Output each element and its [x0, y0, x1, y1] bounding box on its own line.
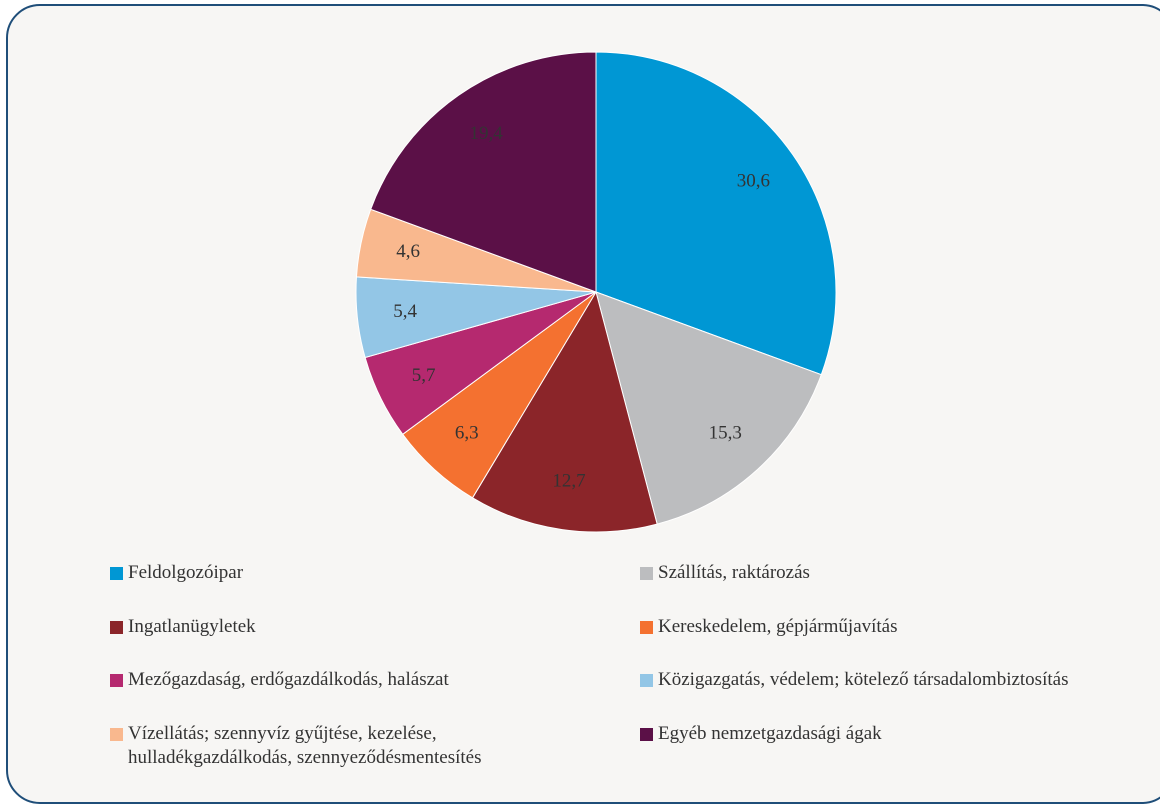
legend-swatch [640, 567, 653, 580]
legend-label: Közigazgatás, védelem; kötelező társadal… [658, 669, 1069, 690]
legend-label: Vízellátás; szennyvíz gyűjtése, kezelése… [128, 723, 482, 768]
pie-slice [471, 290, 658, 533]
data-label: 4,6 [396, 241, 420, 262]
legend-label: Egyéb nemzetgazdasági ágak [658, 723, 882, 744]
legend-label: Szállítás, raktározás [658, 562, 810, 583]
data-label: 5,4 [393, 301, 417, 322]
legend-swatch [110, 728, 123, 741]
data-label: 12,7 [552, 470, 585, 491]
legend-label: Mezőgazdaság, erdőgazdálkodás, halászat [128, 669, 449, 690]
legend-swatch [110, 621, 123, 634]
data-label: 15,3 [709, 422, 742, 443]
legend-item: Ingatlanügyletek [110, 615, 580, 639]
legend-item: Kereskedelem, gépjárműjavítás [640, 615, 1160, 639]
data-label: 5,7 [412, 365, 436, 386]
legend-item: Szállítás, raktározás [640, 561, 1160, 585]
legend-item: Mezőgazdaság, erdőgazdálkodás, halászat [110, 668, 580, 692]
legend-item: Közigazgatás, védelem; kötelező társadal… [640, 668, 1160, 692]
legend-item: Egyéb nemzetgazdasági ágak [640, 722, 1160, 746]
legend-swatch [110, 567, 123, 580]
pie-slice [370, 51, 597, 293]
legend-swatch [640, 674, 653, 687]
legend-label: Kereskedelem, gépjárműjavítás [658, 616, 898, 637]
data-label: 30,6 [737, 170, 770, 191]
pie-slice [595, 291, 822, 525]
legend-swatch [110, 674, 123, 687]
legend-label: Feldolgozóipar [128, 562, 244, 583]
legend-item: Feldolgozóipar [110, 561, 580, 585]
legend-swatch [640, 621, 653, 634]
data-label: 6,3 [455, 422, 479, 443]
data-label: 19,4 [469, 123, 503, 144]
legend-label: Ingatlanügyletek [128, 616, 256, 637]
pie-slice [595, 51, 837, 376]
legend-swatch [640, 728, 653, 741]
legend-item: Vízellátás; szennyvíz gyűjtése, kezelése… [110, 722, 580, 770]
